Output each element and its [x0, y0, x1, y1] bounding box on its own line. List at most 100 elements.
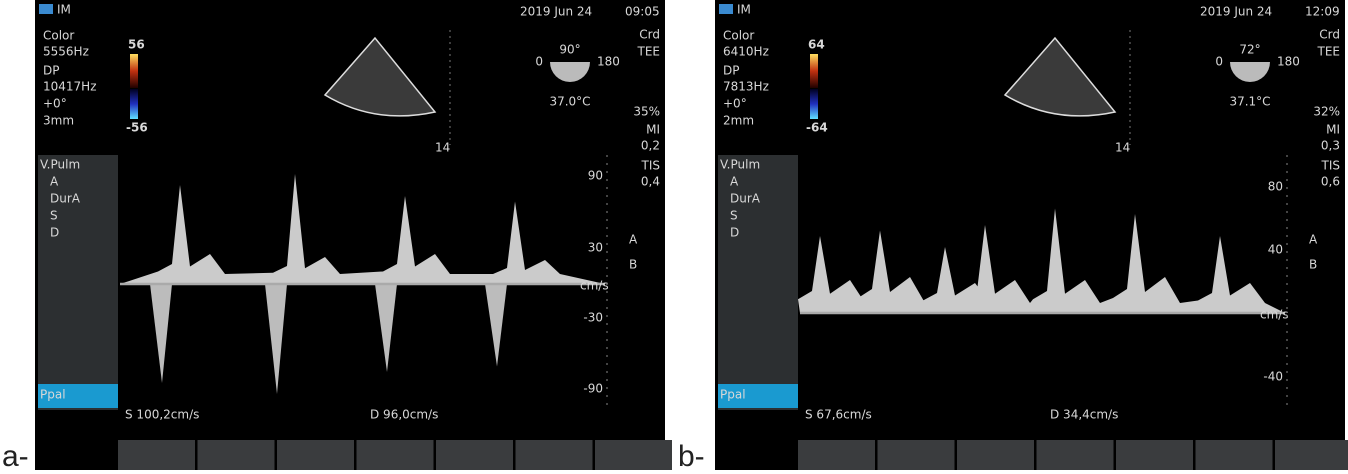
menu-panel — [718, 155, 798, 410]
marker: A — [629, 233, 638, 247]
marker: B — [629, 258, 637, 272]
ultrasound-panel: b- IM 2019 Jun 24 12:09 Color 6410Hz DP 7813Hz +… — [678, 0, 1348, 473]
right-info: TIS — [641, 159, 661, 173]
time: 09:05 — [625, 5, 660, 19]
date: 2019 Jun 24 — [1200, 5, 1272, 19]
menu-item: V.Pulm — [720, 158, 760, 172]
velocity-tick: 90 — [588, 169, 603, 183]
right-info: TIS — [1321, 159, 1341, 173]
scale-max: 56 — [128, 38, 145, 52]
menu-item: S — [730, 209, 738, 223]
soft-key — [957, 440, 1034, 470]
menu-panel — [38, 155, 118, 410]
marker: A — [1309, 233, 1318, 247]
soft-key — [1275, 440, 1348, 470]
right-info: MI — [1326, 123, 1340, 137]
right-info: 0,6 — [1321, 175, 1340, 189]
soft-key — [798, 440, 875, 470]
sector — [323, 36, 437, 117]
scale-min: -56 — [126, 121, 148, 135]
mode: IM — [737, 3, 751, 17]
measurement: S 100,2cm/s — [125, 408, 199, 422]
menu-selected-bg — [38, 384, 118, 408]
probe-max: 180 — [597, 55, 620, 69]
doppler-waveform — [120, 174, 605, 284]
menu-item: DurA — [730, 192, 761, 206]
right-info: 0,3 — [1321, 139, 1340, 153]
soft-key — [515, 440, 593, 470]
setting: +0° — [723, 97, 747, 111]
setting: Color — [723, 29, 754, 43]
velocity-tick: 30 — [588, 241, 603, 255]
doppler-reverse — [375, 284, 397, 372]
velocity-tick: 80 — [1268, 180, 1283, 194]
soft-key — [1116, 440, 1193, 470]
color-bar — [130, 89, 138, 119]
depth: 14 — [435, 141, 450, 155]
soft-key — [436, 440, 513, 470]
menu-item: D — [730, 226, 739, 240]
setting: 3mm — [43, 114, 74, 128]
measurement: D 34,4cm/s — [1050, 408, 1118, 422]
setting: 6410Hz — [723, 45, 769, 59]
right-info: 32% — [1313, 105, 1340, 119]
scale-max: 64 — [808, 38, 825, 52]
right-info: Crd — [1319, 28, 1340, 42]
mode: IM — [57, 3, 71, 17]
menu-item: A — [50, 175, 59, 189]
right-info: TEE — [1317, 45, 1341, 59]
right-info: 35% — [633, 105, 660, 119]
color-bar — [810, 54, 818, 88]
menu-selected-bg — [718, 384, 798, 408]
velocity-tick: -30 — [583, 311, 603, 325]
menu-item: V.Pulm — [40, 158, 80, 172]
panel-label: a- — [2, 440, 29, 473]
soft-key — [595, 440, 672, 470]
velocity-tick: -90 — [583, 382, 603, 396]
setting: 5556Hz — [43, 45, 89, 59]
right-info: MI — [646, 123, 660, 137]
setting: 2mm — [723, 114, 754, 128]
ultrasound-panel: a- IM 2019 Jun 24 09:05 Color 5556Hz DP 10417Hz… — [2, 0, 672, 473]
doppler-reverse — [485, 284, 507, 367]
mode-icon — [719, 4, 733, 14]
probe-angle: 72° — [1239, 43, 1260, 57]
color-bar — [130, 54, 138, 88]
probe-min: 0 — [535, 55, 543, 69]
right-info: Crd — [639, 28, 660, 42]
doppler-waveform — [798, 208, 1285, 313]
right-info: 0,4 — [641, 175, 660, 189]
soft-key — [197, 440, 275, 470]
measurement: S 67,6cm/s — [805, 408, 872, 422]
setting: Color — [43, 29, 74, 43]
setting: +0° — [43, 97, 67, 111]
doppler-reverse — [265, 284, 287, 394]
menu-selected: Ppal — [720, 388, 746, 402]
menu-selected: Ppal — [40, 388, 66, 402]
probe-gauge — [550, 62, 590, 82]
temperature: 37.1°C — [1229, 95, 1270, 109]
scale-min: -64 — [806, 121, 828, 135]
velocity-tick: 40 — [1268, 243, 1283, 257]
probe-min: 0 — [1215, 55, 1223, 69]
soft-key — [277, 440, 354, 470]
velocity-tick: -40 — [1263, 370, 1283, 384]
date: 2019 Jun 24 — [520, 5, 592, 19]
menu-item: S — [50, 209, 58, 223]
doppler-reverse — [150, 284, 172, 383]
measurement: D 96,0cm/s — [370, 408, 438, 422]
setting: DP — [723, 64, 739, 78]
setting: 7813Hz — [723, 80, 769, 94]
probe-gauge — [1230, 62, 1270, 82]
unit: cm/s — [1260, 308, 1289, 322]
soft-key — [877, 440, 955, 470]
setting: DP — [43, 64, 59, 78]
probe-max: 180 — [1277, 55, 1300, 69]
menu-item: DurA — [50, 192, 81, 206]
probe-angle: 90° — [559, 43, 580, 57]
right-info: TEE — [637, 45, 661, 59]
panel-label: b- — [678, 440, 705, 473]
setting: 10417Hz — [43, 80, 97, 94]
color-bar — [810, 89, 818, 119]
